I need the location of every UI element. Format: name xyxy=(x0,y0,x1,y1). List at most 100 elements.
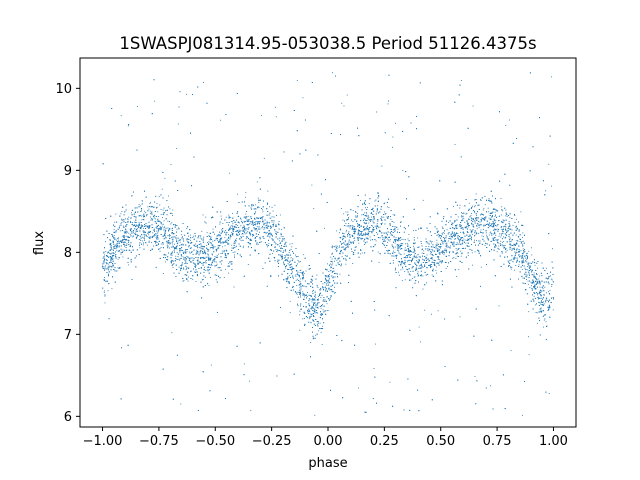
scatter-point xyxy=(396,246,398,248)
scatter-point xyxy=(384,246,386,248)
scatter-point xyxy=(206,232,208,234)
scatter-point xyxy=(367,218,369,220)
scatter-point xyxy=(441,232,443,234)
scatter-point xyxy=(124,243,126,245)
scatter-point xyxy=(551,278,552,280)
scatter-point xyxy=(519,240,521,242)
scatter-point xyxy=(167,220,169,222)
scatter-point xyxy=(446,251,448,253)
scatter-point xyxy=(114,245,116,247)
scatter-point xyxy=(482,228,484,230)
scatter-point xyxy=(540,297,542,299)
scatter-point xyxy=(113,264,114,266)
scatter-point xyxy=(336,251,338,252)
scatter-point xyxy=(314,298,316,300)
scatter-point xyxy=(259,231,260,233)
scatter-point xyxy=(406,242,408,244)
scatter-point xyxy=(377,251,379,253)
scatter-point xyxy=(378,231,380,232)
scatter-point xyxy=(431,242,432,244)
scatter-point xyxy=(389,223,391,225)
scatter-point xyxy=(224,242,226,243)
scatter-point xyxy=(457,233,459,234)
scatter-point xyxy=(195,267,197,268)
scatter-point xyxy=(435,244,437,246)
scatter-point xyxy=(131,232,133,234)
scatter-point xyxy=(104,290,105,292)
scatter-point xyxy=(457,216,459,218)
scatter-point xyxy=(157,211,159,213)
scatter-point xyxy=(474,232,475,234)
scatter-point xyxy=(436,247,438,249)
scatter-point xyxy=(174,236,176,238)
scatter-point xyxy=(299,329,301,331)
scatter-point xyxy=(468,202,470,204)
scatter-point xyxy=(410,270,412,272)
scatter-point xyxy=(291,246,293,248)
scatter-point xyxy=(240,219,242,221)
scatter-point xyxy=(211,263,212,265)
scatter-point xyxy=(220,119,221,121)
scatter-point xyxy=(296,270,298,272)
scatter-point xyxy=(311,307,313,309)
scatter-point xyxy=(551,279,553,281)
scatter-point xyxy=(537,294,538,296)
scatter-point xyxy=(420,242,422,244)
scatter-point xyxy=(185,269,187,271)
scatter-point xyxy=(471,264,473,266)
scatter-point xyxy=(453,205,454,207)
scatter-point xyxy=(354,226,355,228)
scatter-point xyxy=(115,213,117,215)
scatter-point xyxy=(249,223,251,225)
scatter-point xyxy=(230,216,232,218)
scatter-point xyxy=(489,385,491,387)
scatter-point xyxy=(371,225,372,226)
scatter-point xyxy=(284,237,286,239)
scatter-point xyxy=(171,222,173,224)
scatter-point xyxy=(253,224,255,225)
scatter-point xyxy=(383,202,385,204)
scatter-point xyxy=(454,221,456,223)
scatter-point xyxy=(470,213,472,214)
scatter-point xyxy=(522,232,524,234)
scatter-point xyxy=(505,226,507,228)
scatter-point xyxy=(508,119,510,121)
scatter-point xyxy=(142,214,144,216)
scatter-point xyxy=(178,227,180,229)
scatter-point xyxy=(507,260,509,262)
scatter-point xyxy=(355,216,357,218)
chart-title: 1SWASPJ081314.95-053038.5 Period 51126.4… xyxy=(119,34,536,53)
scatter-point xyxy=(495,239,497,241)
scatter-point xyxy=(317,287,319,288)
scatter-point xyxy=(104,269,105,271)
scatter-point xyxy=(341,102,343,104)
scatter-point xyxy=(500,236,502,238)
scatter-point xyxy=(459,241,460,243)
scatter-point xyxy=(185,259,187,261)
scatter-point xyxy=(548,291,549,293)
scatter-point xyxy=(426,254,428,256)
scatter-point xyxy=(173,263,175,265)
scatter-point xyxy=(418,261,420,263)
scatter-point xyxy=(142,225,144,227)
scatter-point xyxy=(208,241,210,243)
scatter-point xyxy=(244,196,246,198)
scatter-point xyxy=(111,234,113,236)
scatter-point xyxy=(318,295,319,297)
scatter-point xyxy=(349,225,351,227)
scatter-point xyxy=(377,205,379,207)
scatter-point xyxy=(376,224,378,226)
scatter-point xyxy=(228,272,230,274)
scatter-point xyxy=(289,312,291,314)
scatter-point xyxy=(381,216,383,218)
scatter-point xyxy=(516,261,518,263)
scatter-point xyxy=(332,268,334,270)
scatter-point xyxy=(409,256,410,258)
scatter-point xyxy=(117,239,119,241)
scatter-point xyxy=(262,211,264,213)
scatter-point xyxy=(176,148,178,149)
scatter-point xyxy=(215,249,217,251)
scatter-point xyxy=(300,285,301,287)
scatter-point xyxy=(387,103,389,105)
scatter-point xyxy=(207,242,208,243)
